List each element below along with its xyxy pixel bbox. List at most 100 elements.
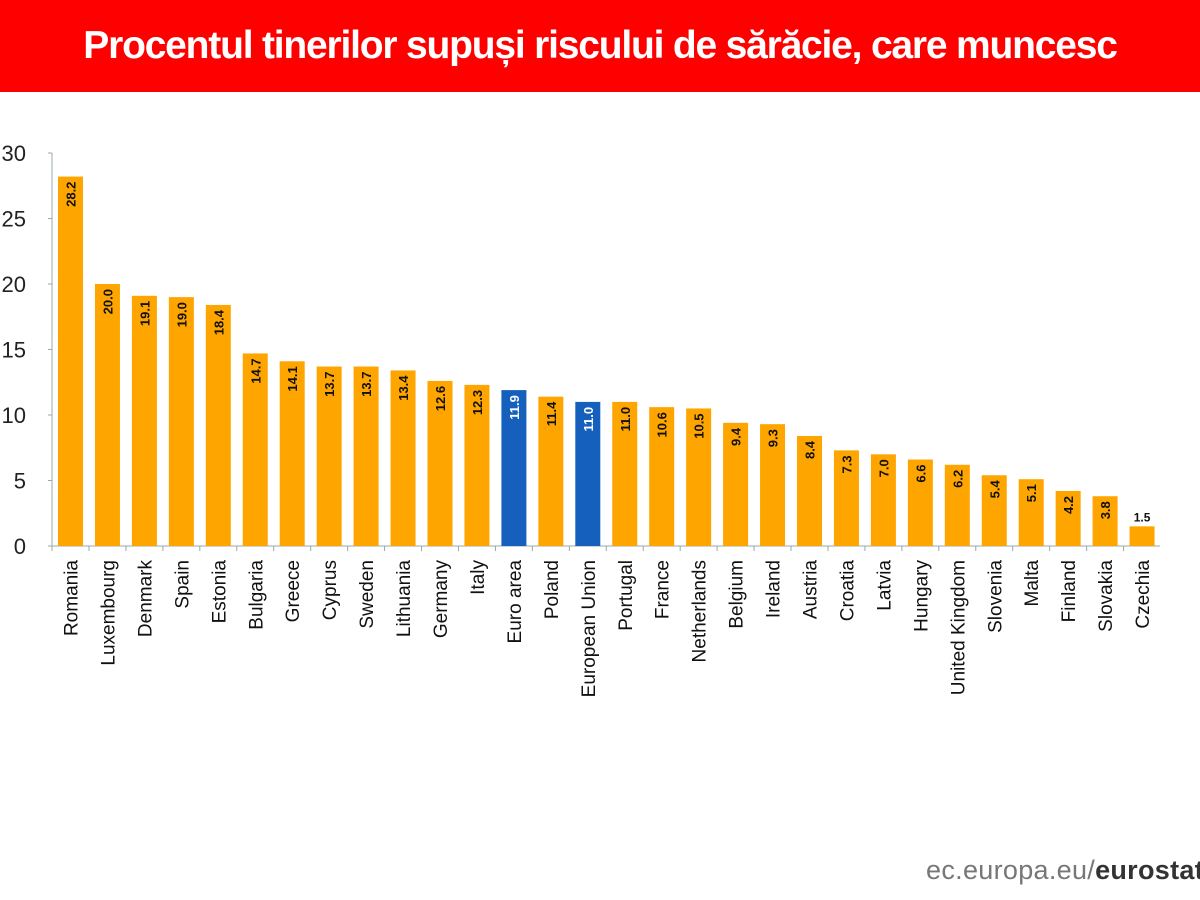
bar-latvia: [870, 454, 896, 546]
x-tick-label: Bulgaria: [246, 560, 267, 630]
bar-euro-area: [501, 390, 527, 546]
x-tick-label: Denmark: [135, 560, 156, 638]
x-tick-label: European Union: [579, 560, 600, 697]
data-label: 10.5: [692, 413, 707, 438]
data-label: 1.5: [1134, 510, 1151, 524]
y-tick-label: 10: [2, 403, 26, 428]
x-tick-label: Euro area: [505, 560, 526, 644]
x-tick-label: Austria: [801, 560, 822, 620]
bar-greece: [279, 361, 305, 546]
bar-croatia: [833, 450, 859, 546]
x-tick-label: Belgium: [727, 560, 748, 629]
bar-netherlands: [686, 408, 712, 546]
data-label: 12.3: [470, 390, 485, 415]
data-label: 3.8: [1098, 501, 1113, 519]
data-label: 11.9: [507, 395, 522, 420]
source-brand: eurostat: [1095, 855, 1200, 885]
data-label: 14.1: [285, 366, 300, 391]
chart-title: Procentul tinerilor supuși riscului de s…: [83, 24, 1118, 67]
x-tick-label: France: [653, 560, 674, 619]
data-label: 4.2: [1061, 496, 1076, 514]
x-tick-label: Slovenia: [985, 560, 1006, 633]
x-tick-label: Sweden: [357, 560, 378, 629]
bar-finland: [1055, 490, 1081, 546]
x-tick-label: United Kingdom: [948, 560, 969, 695]
title-bar: Procentul tinerilor supuși riscului de s…: [0, 0, 1200, 92]
data-label: 13.7: [322, 372, 337, 397]
data-label: 10.6: [655, 412, 670, 437]
x-tick-label: Netherlands: [690, 560, 711, 662]
y-tick-label: 0: [14, 534, 26, 559]
y-tick-label: 30: [2, 141, 26, 166]
data-label: 7.3: [839, 455, 854, 473]
x-tick-label: Hungary: [911, 560, 932, 632]
bar-european-union: [575, 401, 601, 546]
bar-france: [649, 407, 675, 546]
data-label: 5.1: [1024, 484, 1039, 502]
data-label: 6.2: [950, 470, 965, 488]
y-tick-label: 15: [2, 338, 26, 363]
x-tick-label: Malta: [1022, 560, 1043, 607]
data-label: 9.3: [766, 429, 781, 447]
source-prefix: ec.europa.eu/: [926, 855, 1096, 885]
x-tick-label: Italy: [468, 560, 489, 595]
data-label: 6.6: [913, 465, 928, 483]
data-label: 18.4: [211, 309, 226, 335]
y-tick-label: 20: [2, 272, 26, 297]
bar-denmark: [131, 295, 157, 546]
y-tick-label: 5: [14, 469, 26, 494]
x-tick-label: Cyprus: [320, 560, 341, 620]
data-label: 9.4: [729, 427, 744, 446]
x-tick-label: Croatia: [837, 560, 858, 622]
bar-czechia: [1129, 526, 1155, 546]
data-label: 14.7: [248, 358, 263, 383]
bar-romania: [58, 176, 83, 546]
bar-united-kingdom: [944, 464, 970, 546]
x-tick-label: Spain: [172, 560, 193, 609]
bar-ireland: [760, 424, 786, 546]
bar-slovenia: [981, 475, 1007, 546]
x-tick-label: Poland: [542, 560, 563, 619]
bar-sweden: [353, 366, 379, 546]
x-tick-label: Greece: [283, 560, 304, 622]
bar-italy: [464, 384, 490, 546]
x-tick-label: Germany: [431, 560, 452, 639]
bar-estonia: [205, 304, 231, 546]
x-tick-label: Portugal: [616, 560, 637, 631]
bar-spain: [168, 297, 194, 546]
bar-hungary: [907, 459, 933, 546]
data-label: 5.4: [987, 479, 1002, 498]
bar-lithuania: [390, 370, 416, 546]
bar-luxembourg: [94, 284, 120, 546]
x-tick-label: Latvia: [874, 560, 895, 611]
bar-malta: [1018, 479, 1044, 546]
x-tick-label: Luxembourg: [98, 560, 119, 666]
bar-belgium: [723, 422, 749, 546]
x-tick-label: Estonia: [209, 560, 230, 624]
data-label: 13.7: [359, 372, 374, 397]
data-label: 11.0: [618, 407, 633, 432]
x-tick-label: Ireland: [764, 560, 785, 618]
x-tick-label: Finland: [1059, 560, 1080, 622]
x-tick-label: Romania: [62, 560, 83, 636]
data-label: 11.0: [581, 407, 596, 432]
y-tick-label: 25: [2, 207, 26, 232]
data-label: 12.6: [433, 386, 448, 411]
bar-germany: [427, 380, 453, 546]
bar-slovakia: [1092, 496, 1118, 546]
x-tick-label: Czechia: [1133, 560, 1154, 629]
bar-poland: [538, 396, 564, 546]
data-label: 20.0: [100, 289, 115, 314]
source-credit: ec.europa.eu/eurostat: [926, 855, 1200, 886]
data-label: 11.4: [544, 401, 559, 426]
bar-austria: [797, 435, 822, 546]
data-label: 19.1: [137, 301, 152, 326]
data-label: 8.4: [803, 440, 818, 459]
data-label: 13.4: [396, 375, 411, 401]
x-tick-label: Lithuania: [394, 560, 415, 638]
bar-portugal: [612, 401, 638, 546]
bar-cyprus: [316, 366, 342, 546]
data-label: 28.2: [64, 182, 79, 207]
x-tick-label: Slovakia: [1096, 560, 1117, 632]
